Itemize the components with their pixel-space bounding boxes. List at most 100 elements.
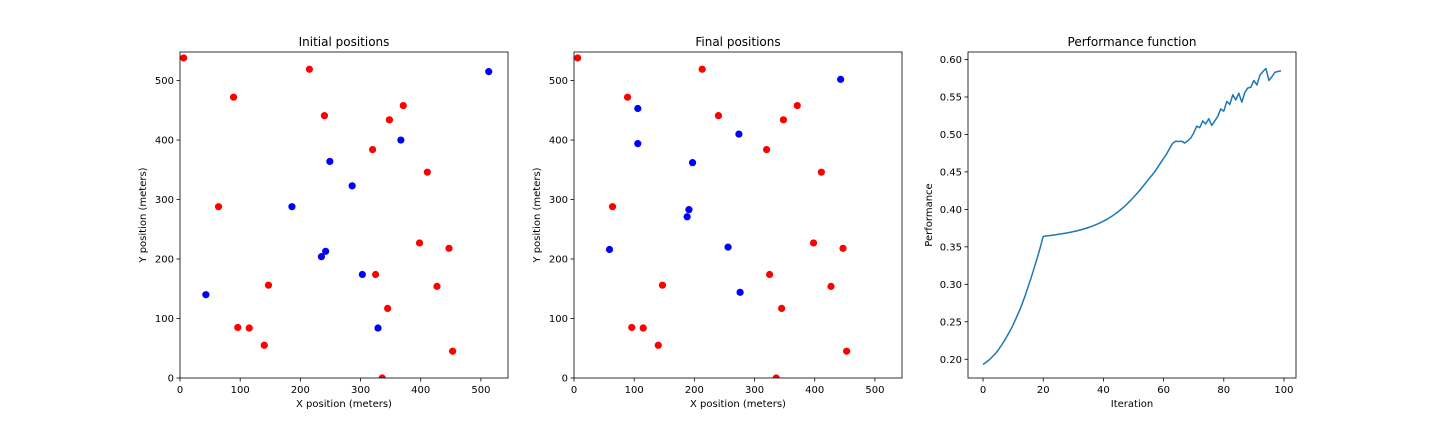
y-tick-label: 0 — [562, 374, 568, 385]
blue-point — [326, 157, 334, 166]
y-tick-label: 0.50 — [940, 130, 962, 141]
red-point — [260, 341, 268, 349]
blue-point — [202, 291, 210, 299]
red-point — [245, 324, 253, 332]
red-point — [445, 244, 453, 252]
chart-performance-function: Performance function 0 20 40 60 80 100 0.20 0.25… — [924, 35, 1297, 410]
red-point — [698, 65, 706, 73]
red-point — [793, 101, 801, 110]
red-point — [320, 112, 329, 120]
y-tick-label: 0.40 — [940, 205, 962, 216]
y-tick-label: 500 — [155, 76, 174, 87]
x-tick-label: 0 — [980, 385, 986, 396]
blue-point — [724, 243, 732, 251]
blue-point — [634, 140, 642, 148]
red-point — [762, 145, 771, 154]
red-point — [778, 304, 786, 312]
blue-point — [837, 75, 845, 83]
y-tick-label: 0.20 — [940, 355, 962, 366]
red-point — [368, 145, 377, 154]
red-point — [234, 323, 242, 332]
red-point — [399, 101, 407, 110]
chart-initial-positions: Initial positions 0 100 200 300 400 500 0 100 200… — [138, 35, 509, 410]
red-point — [229, 93, 238, 101]
red-point — [371, 270, 380, 279]
red-point — [385, 116, 394, 124]
blue-point — [735, 130, 743, 138]
red-point — [574, 54, 582, 62]
blue-point — [605, 245, 614, 254]
red-point — [765, 270, 774, 279]
x-tick-label: 80 — [1217, 385, 1230, 396]
x-axis-label: Iteration — [1111, 399, 1153, 410]
red-point — [623, 93, 632, 101]
x-tick-label: 60 — [1157, 385, 1170, 396]
blue-point — [485, 68, 493, 76]
y-tick-label: 0.30 — [940, 280, 962, 291]
y-tick-label: 400 — [155, 136, 174, 147]
red-point — [714, 112, 723, 120]
x-tick-label: 40 — [1097, 385, 1110, 396]
x-axis-label: X position (meters) — [296, 399, 392, 410]
y-axis-label: Y position (meters) — [138, 167, 149, 263]
red-point — [779, 116, 788, 124]
red-point — [809, 239, 818, 247]
y-tick-label: 300 — [155, 195, 174, 206]
plot-area — [982, 67, 1282, 366]
x-tick-label: 200 — [685, 385, 704, 396]
x-tick-label: 100 — [231, 385, 250, 396]
y-tick-label: 0.45 — [940, 167, 962, 178]
y-tick-label: 0.55 — [940, 92, 962, 103]
red-point — [628, 323, 636, 332]
x-tick-label: 400 — [805, 385, 824, 396]
red-point — [264, 281, 273, 289]
red-point — [378, 374, 386, 378]
x-tick-label: 200 — [291, 385, 310, 396]
red-point — [772, 374, 780, 378]
blue-point — [634, 104, 642, 113]
x-tick-label: 400 — [411, 385, 430, 396]
y-axis-label: Performance — [924, 183, 935, 246]
y-tick-label: 0 — [168, 374, 174, 385]
x-tick-label: 0 — [571, 385, 577, 396]
blue-point — [688, 159, 697, 167]
y-tick-label: 0.35 — [940, 242, 962, 253]
blue-point — [736, 288, 744, 296]
plot-frame — [573, 51, 903, 379]
y-tick-label: 300 — [549, 195, 568, 206]
red-point — [384, 304, 392, 312]
blue-point — [322, 247, 330, 255]
plot-frame — [967, 51, 1297, 379]
red-point — [305, 65, 313, 73]
red-point — [449, 347, 457, 355]
blue-point — [683, 213, 691, 221]
red-point — [817, 168, 825, 176]
y-axis-label: Y position (meters) — [532, 167, 543, 263]
red-point — [639, 324, 647, 332]
blue-point — [288, 203, 296, 211]
red-point — [839, 244, 847, 252]
x-tick-label: 300 — [351, 385, 370, 396]
y-tick-label: 200 — [549, 255, 568, 266]
blue-point — [397, 136, 405, 144]
red-point — [658, 281, 667, 289]
plot-frame — [179, 51, 509, 379]
chart-title: Performance function — [1068, 35, 1197, 49]
x-tick-label: 300 — [745, 385, 764, 396]
y-tick-label: 100 — [549, 314, 568, 325]
blue-point — [358, 270, 366, 279]
blue-point — [685, 206, 693, 214]
blue-point — [317, 253, 326, 261]
red-point — [654, 341, 662, 349]
y-tick-label: 200 — [155, 255, 174, 266]
x-tick-label: 100 — [625, 385, 644, 396]
x-tick-label: 500 — [471, 385, 490, 396]
x-tick-label: 100 — [1274, 385, 1293, 396]
y-tick-label: 500 — [549, 76, 568, 87]
y-tick-label: 400 — [549, 136, 568, 147]
y-tick-label: 0.60 — [940, 55, 962, 66]
blue-point — [348, 182, 356, 190]
x-tick-label: 500 — [865, 385, 884, 396]
red-point — [433, 282, 441, 290]
plot-area — [574, 54, 851, 378]
